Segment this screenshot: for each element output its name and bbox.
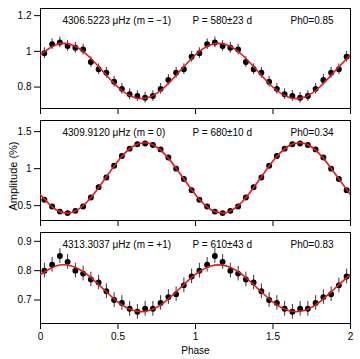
svg-text:0.9: 0.9 — [18, 236, 32, 247]
svg-text:4306.5223 μHz (m = −1): 4306.5223 μHz (m = −1) — [63, 15, 172, 26]
svg-text:P = 610±43 d: P = 610±43 d — [193, 239, 253, 250]
svg-text:0.7: 0.7 — [18, 294, 32, 305]
svg-text:Ph0=0.34: Ph0=0.34 — [291, 127, 335, 138]
svg-text:1.5: 1.5 — [18, 126, 32, 137]
svg-text:1: 1 — [193, 331, 199, 342]
svg-text:1: 1 — [26, 46, 32, 57]
svg-text:Phase: Phase — [181, 345, 210, 356]
svg-text:0.5: 0.5 — [111, 331, 125, 342]
svg-text:0.8: 0.8 — [18, 265, 32, 276]
svg-text:1.5: 1.5 — [266, 331, 280, 342]
svg-text:4309.9120 μHz (m = 0): 4309.9120 μHz (m = 0) — [63, 127, 166, 138]
svg-text:1: 1 — [26, 163, 32, 174]
html-text:Amplitude (%): Amplitude (%) — [7, 141, 19, 211]
svg-text:0.5: 0.5 — [18, 200, 32, 211]
svg-text:1.2: 1.2 — [18, 10, 32, 21]
svg-text:Ph0=0.83: Ph0=0.83 — [291, 239, 335, 250]
svg-text:2: 2 — [348, 331, 354, 342]
svg-text:P = 580±23 d: P = 580±23 d — [193, 15, 253, 26]
svg-text:0: 0 — [38, 331, 44, 342]
svg-text:0.8: 0.8 — [18, 81, 32, 92]
svg-text:4313.3037 μHz (m = +1): 4313.3037 μHz (m = +1) — [63, 239, 172, 250]
svg-text:Ph0=0.85: Ph0=0.85 — [291, 15, 335, 26]
svg-text:P = 680±10 d: P = 680±10 d — [193, 127, 253, 138]
